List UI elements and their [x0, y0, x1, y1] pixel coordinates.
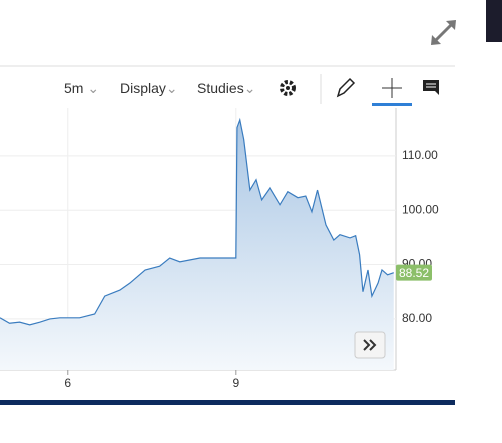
y-tick-label: 80.00: [402, 311, 432, 325]
pencil-icon[interactable]: [336, 77, 356, 98]
x-tick-label: 9: [232, 376, 239, 390]
display-label: Display: [120, 80, 166, 96]
comment-icon[interactable]: [423, 80, 439, 95]
x-tick-label: 6: [64, 376, 71, 390]
interval-menu[interactable]: 5m ⌄: [64, 80, 100, 96]
studies-label: Studies: [197, 80, 244, 96]
crosshair-icon[interactable]: [382, 78, 402, 98]
price-line: [0, 117, 394, 326]
thumbnail[interactable]: [486, 0, 502, 42]
active-tab-underline: [372, 103, 412, 106]
last-price-badge: [396, 264, 432, 281]
area-fill: [0, 119, 394, 371]
footer-bar: [0, 400, 455, 405]
y-tick-label: 100.00: [402, 202, 439, 216]
interval-label: 5m: [64, 80, 84, 96]
gear-icon[interactable]: [280, 80, 296, 96]
display-menu[interactable]: Display⌄: [120, 80, 178, 96]
expand-icon[interactable]: [431, 20, 456, 45]
scroll-button[interactable]: [354, 331, 386, 359]
last-price-label: 88.52: [399, 266, 429, 280]
studies-menu[interactable]: Studies⌄: [197, 80, 256, 96]
y-tick-label: 110.00: [402, 148, 438, 162]
